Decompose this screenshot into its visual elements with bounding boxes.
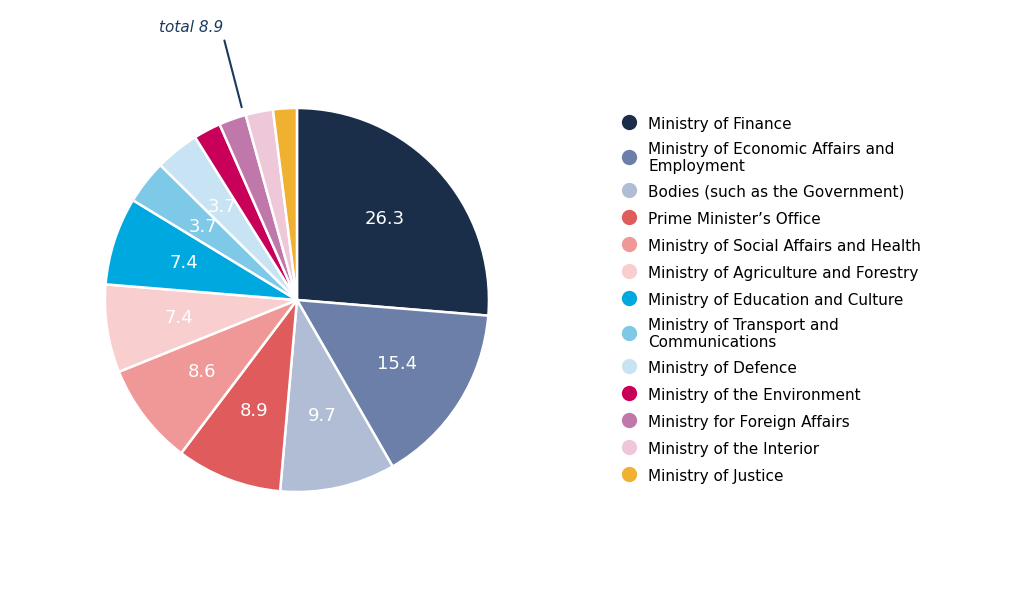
Wedge shape (297, 300, 488, 466)
Wedge shape (161, 137, 297, 300)
Text: 15.4: 15.4 (378, 355, 418, 373)
Legend: Ministry of Finance, Ministry of Economic Affairs and
Employment, Bodies (such a: Ministry of Finance, Ministry of Economi… (613, 107, 929, 493)
Text: 7.4: 7.4 (165, 309, 194, 327)
Text: 8.9: 8.9 (240, 402, 268, 420)
Wedge shape (105, 200, 297, 300)
Wedge shape (281, 300, 392, 492)
Text: 3.7: 3.7 (188, 218, 217, 236)
Wedge shape (181, 300, 297, 491)
Wedge shape (246, 110, 297, 300)
Text: 26.3: 26.3 (365, 211, 404, 229)
Wedge shape (196, 124, 297, 300)
Text: 7.4: 7.4 (169, 254, 198, 272)
Text: 3.7: 3.7 (208, 198, 237, 216)
Text: 9.7: 9.7 (308, 407, 337, 425)
Wedge shape (105, 284, 297, 372)
Wedge shape (273, 108, 297, 300)
Text: total 8.9: total 8.9 (159, 20, 242, 107)
Wedge shape (133, 165, 297, 300)
Wedge shape (297, 108, 488, 316)
Wedge shape (219, 115, 297, 300)
Text: 8.6: 8.6 (188, 364, 217, 382)
Wedge shape (119, 300, 297, 453)
